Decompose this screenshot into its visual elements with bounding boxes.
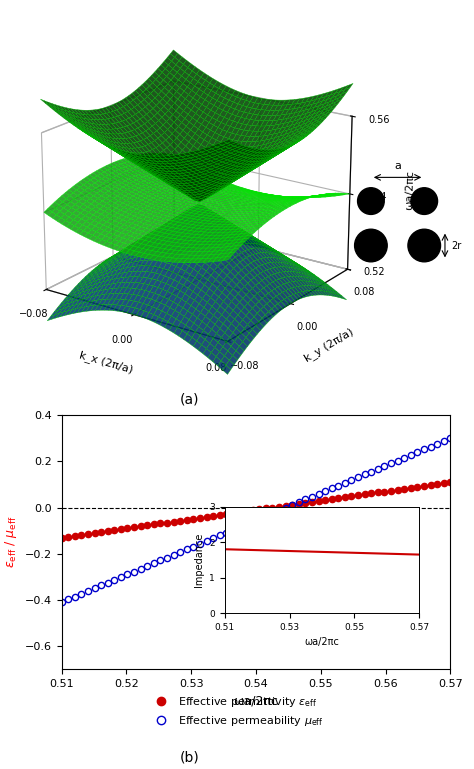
- Circle shape: [355, 229, 387, 261]
- Circle shape: [408, 229, 440, 261]
- X-axis label: ωa/2πc: ωa/2πc: [234, 694, 278, 707]
- Text: (a): (a): [180, 393, 200, 407]
- Circle shape: [357, 188, 384, 215]
- Circle shape: [411, 188, 438, 215]
- Y-axis label: k_y (2π/a): k_y (2π/a): [302, 327, 355, 365]
- Text: (b): (b): [180, 751, 200, 764]
- X-axis label: k_x (2π/a): k_x (2π/a): [78, 349, 135, 375]
- Text: 2r: 2r: [451, 241, 461, 251]
- Legend: Effective permittivity $\varepsilon_\mathrm{eff}$, Effective permeability $\mu_\: Effective permittivity $\varepsilon_\mat…: [148, 692, 326, 731]
- Text: a: a: [394, 161, 401, 171]
- Y-axis label: $\varepsilon_\mathrm{eff}$ / $\mu_\mathrm{eff}$: $\varepsilon_\mathrm{eff}$ / $\mu_\mathr…: [3, 516, 19, 568]
